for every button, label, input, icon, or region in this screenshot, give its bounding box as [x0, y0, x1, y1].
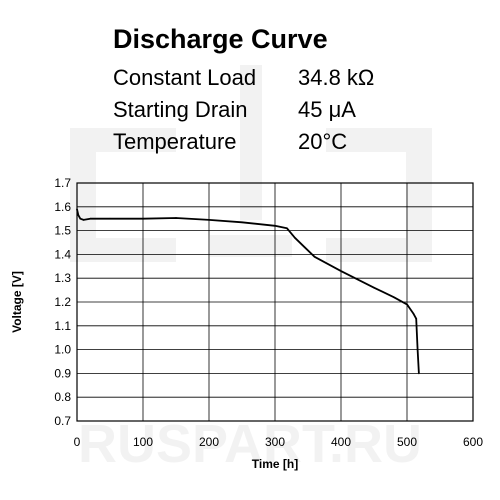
data-point [175, 217, 177, 219]
y-axis-tick-labels: 0.7 0.8 0.9 1.0 1.1 1.2 1.3 1.4 1.5 1.6 1.7 [54, 176, 71, 428]
data-point [82, 219, 85, 221]
plot-area-frame [76, 182, 474, 422]
data-point [415, 317, 418, 320]
y-tick-label: 1.6 [54, 200, 71, 214]
data-point [303, 246, 306, 249]
y-tick-label: 1.1 [54, 319, 71, 333]
data-point [142, 217, 144, 220]
series-layer [76, 208, 420, 375]
y-tick-label: 1.0 [54, 343, 71, 357]
data-point [79, 217, 82, 220]
data-point [373, 286, 375, 289]
y-tick-label: 1.3 [54, 271, 71, 285]
x-tick-label: 600 [463, 435, 483, 449]
data-point [416, 348, 419, 351]
data-point [406, 303, 408, 306]
x-tick-label: 500 [397, 435, 417, 449]
y-tick-label: 0.8 [54, 390, 71, 404]
x-tick-label: 200 [199, 435, 219, 449]
x-axis-title: Time [h] [252, 457, 298, 471]
x-tick-label: 400 [331, 435, 351, 449]
spec-value-load: 34.8 kΩ [298, 65, 375, 90]
data-point [89, 217, 91, 220]
data-point [294, 236, 296, 239]
series-line-voltage [76, 209, 420, 374]
x-tick-label: 300 [265, 435, 285, 449]
x-tick-label: 100 [133, 435, 153, 449]
spec-value-temperature: 20°C [298, 129, 348, 154]
data-point [241, 221, 243, 224]
data-point [418, 372, 420, 375]
data-point [208, 219, 210, 221]
data-point [274, 225, 276, 227]
chart-title: Discharge Curve [113, 24, 328, 54]
y-tick-label: 0.7 [54, 414, 71, 428]
data-point [412, 313, 415, 315]
y-tick-label: 1.2 [54, 295, 71, 309]
data-point [76, 208, 78, 210]
y-tick-label: 0.9 [54, 366, 71, 380]
data-point [393, 296, 395, 299]
spec-value-drain: 45 μA [298, 97, 356, 122]
x-axis-tick-labels: 0 100 200 300 400 500 600 [74, 435, 484, 449]
y-tick-label: 1.5 [54, 224, 71, 238]
y-axis-title: Voltage [V] [10, 271, 24, 333]
data-point [109, 217, 111, 220]
data-point [77, 214, 80, 216]
data-point [286, 227, 288, 230]
data-point [340, 270, 342, 272]
y-tick-label: 1.4 [54, 247, 71, 261]
x-tick-label: 0 [74, 435, 81, 449]
y-tick-label: 1.7 [54, 176, 71, 190]
spec-label-temperature: Temperature [113, 129, 237, 154]
spec-label-load: Constant Load [113, 65, 257, 90]
data-point [313, 255, 316, 258]
spec-label-drain: Starting Drain [113, 97, 248, 122]
